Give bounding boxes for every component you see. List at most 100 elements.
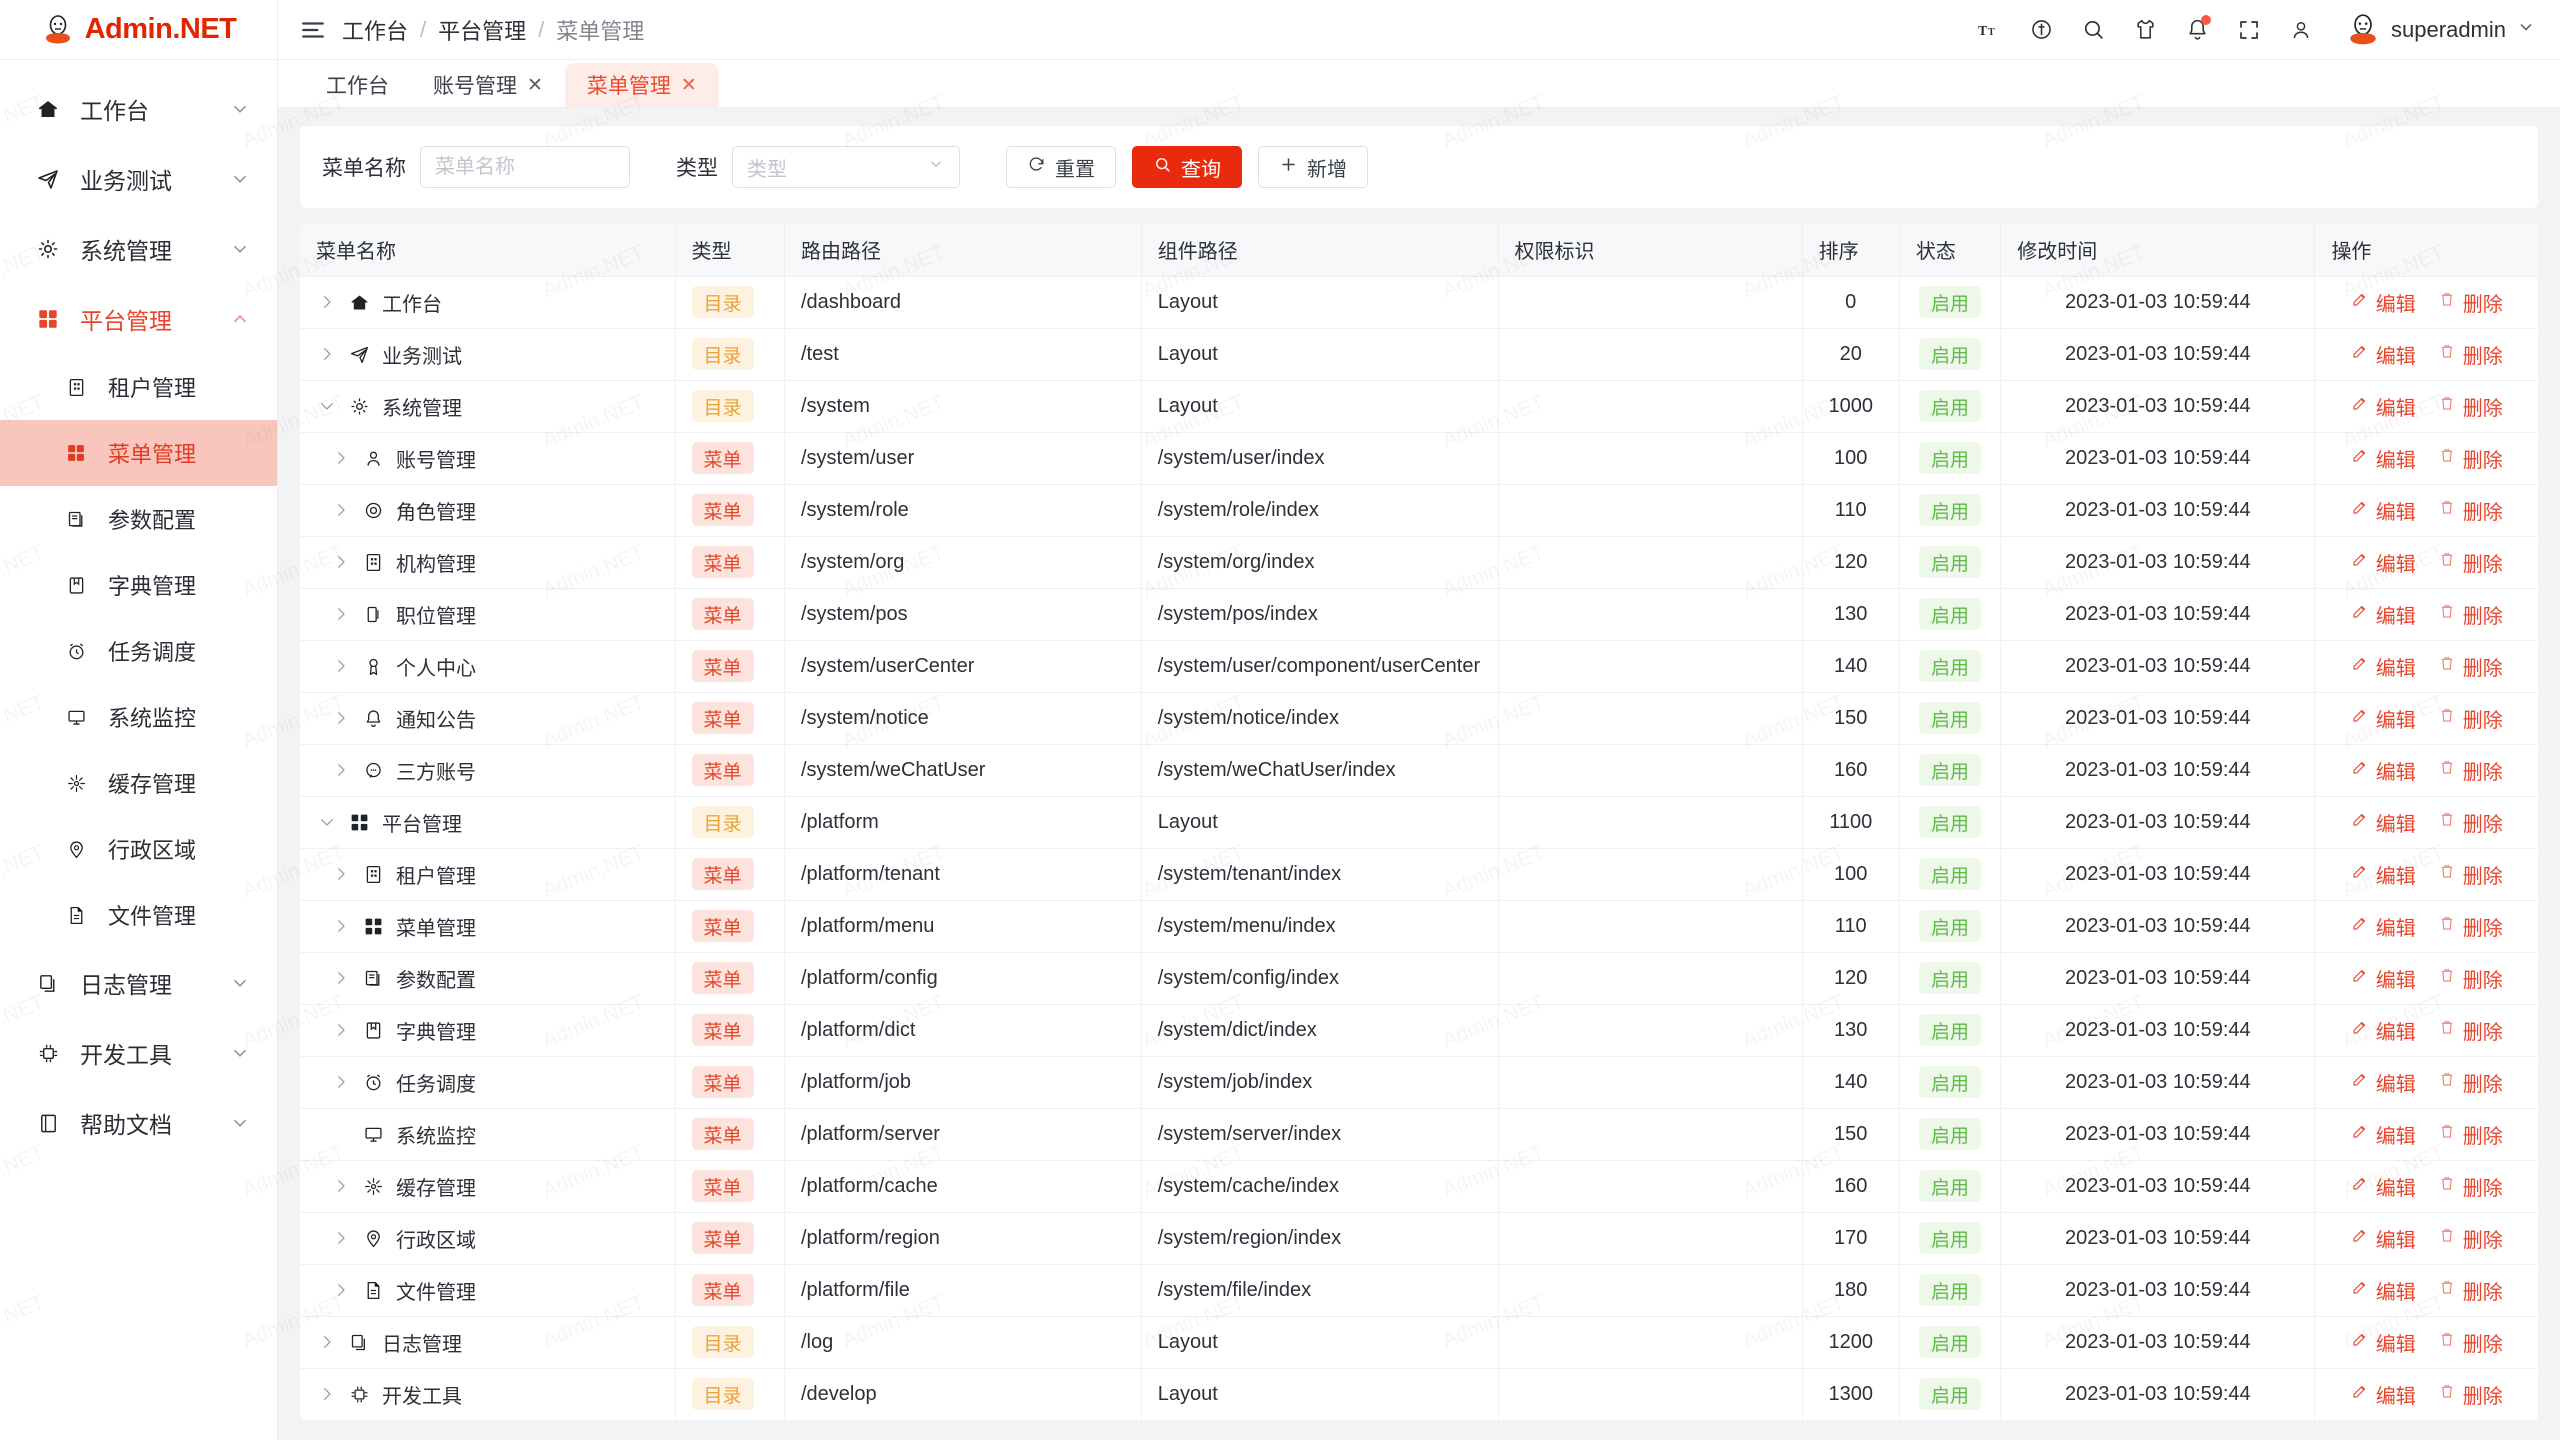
table-row[interactable]: 日志管理 目录/log Layout 1200 启用 2023-01-03 10:59:4… [300, 1316, 2538, 1369]
delete-action[interactable]: 删除 [2438, 808, 2503, 837]
tree-toggle-icon[interactable] [330, 969, 352, 987]
close-icon[interactable]: ✕ [680, 74, 697, 96]
table-row[interactable]: 账号管理 菜单/system/user/system/user/index 100 启… [300, 432, 2538, 485]
edit-action[interactable]: 编辑 [2351, 340, 2416, 369]
sidebar-item-字典管理[interactable]: 字典管理 [0, 552, 277, 618]
table-row[interactable]: 行政区域 菜单/platform/region/system/region/ind… [300, 1212, 2538, 1265]
table-row[interactable]: 三方账号 菜单/system/weChatUser/system/weChatUs… [300, 744, 2538, 797]
fullscreen-icon[interactable] [2227, 8, 2271, 52]
delete-action[interactable]: 删除 [2438, 1276, 2503, 1305]
sidebar-item-业务测试[interactable]: 业务测试 [0, 144, 277, 214]
tree-toggle-icon[interactable] [330, 449, 352, 467]
delete-action[interactable]: 删除 [2438, 340, 2503, 369]
delete-action[interactable]: 删除 [2438, 496, 2503, 525]
tree-toggle-icon[interactable] [316, 1333, 338, 1351]
table-row[interactable]: 文件管理 菜单/platform/file/system/file/index 18… [300, 1264, 2538, 1317]
edit-action[interactable]: 编辑 [2351, 1224, 2416, 1253]
table-row[interactable]: 参数配置 菜单/platform/config/system/config/ind… [300, 952, 2538, 1005]
sidebar-item-菜单管理[interactable]: 菜单管理 [0, 420, 277, 486]
sidebar-item-开发工具[interactable]: 开发工具 [0, 1018, 277, 1088]
tree-toggle-icon[interactable] [330, 1021, 352, 1039]
delete-action[interactable]: 删除 [2438, 1016, 2503, 1045]
table-row[interactable]: 工作台 目录/dashboard Layout 0 启用 2023-01-03 10:59… [300, 276, 2538, 329]
edit-action[interactable]: 编辑 [2351, 704, 2416, 733]
sidebar-item-行政区域[interactable]: 行政区域 [0, 816, 277, 882]
table-row[interactable]: 系统管理 目录/system Layout 1000 启用 2023-01-03 10:5… [300, 380, 2538, 433]
table-row[interactable]: 职位管理 菜单/system/pos/system/pos/index 130 启用 2… [300, 588, 2538, 641]
type-select[interactable]: 类型 [732, 146, 960, 188]
edit-action[interactable]: 编辑 [2351, 496, 2416, 525]
delete-action[interactable]: 删除 [2438, 756, 2503, 785]
table-row[interactable]: 机构管理 菜单/system/org/system/org/index 120 启用 2… [300, 536, 2538, 589]
edit-action[interactable]: 编辑 [2351, 1016, 2416, 1045]
user-menu[interactable]: superadmin [2345, 12, 2536, 48]
theme-icon[interactable] [2123, 8, 2167, 52]
breadcrumb-item-1[interactable]: 平台管理 [438, 18, 527, 44]
edit-action[interactable]: 编辑 [2351, 1172, 2416, 1201]
sidebar-item-日志管理[interactable]: 日志管理 [0, 948, 277, 1018]
sidebar-item-任务调度[interactable]: 任务调度 [0, 618, 277, 684]
tree-toggle-icon[interactable] [330, 657, 352, 675]
delete-action[interactable]: 删除 [2438, 912, 2503, 941]
delete-action[interactable]: 删除 [2438, 600, 2503, 629]
edit-action[interactable]: 编辑 [2351, 808, 2416, 837]
table-row[interactable]: 通知公告 菜单/system/notice/system/notice/index… [300, 692, 2538, 745]
language-icon[interactable] [2019, 8, 2063, 52]
edit-action[interactable]: 编辑 [2351, 548, 2416, 577]
edit-action[interactable]: 编辑 [2351, 1380, 2416, 1409]
delete-action[interactable]: 删除 [2438, 1224, 2503, 1253]
sidebar-item-租户管理[interactable]: 租户管理 [0, 354, 277, 420]
tree-toggle-icon[interactable] [330, 501, 352, 519]
notification-bell-icon[interactable] [2175, 8, 2219, 52]
edit-action[interactable]: 编辑 [2351, 444, 2416, 473]
tree-toggle-icon[interactable] [330, 709, 352, 727]
tree-toggle-icon[interactable] [330, 1281, 352, 1299]
table-row[interactable]: 租户管理 菜单/platform/tenant/system/tenant/ind… [300, 848, 2538, 901]
edit-action[interactable]: 编辑 [2351, 392, 2416, 421]
table-row[interactable]: 角色管理 菜单/system/role/system/role/index 110 启… [300, 484, 2538, 537]
delete-action[interactable]: 删除 [2438, 548, 2503, 577]
query-button[interactable]: 查询 [1132, 146, 1242, 188]
table-row[interactable]: 任务调度 菜单/platform/job/system/job/index 140 启… [300, 1056, 2538, 1109]
reset-button[interactable]: 重置 [1006, 146, 1116, 188]
tree-toggle-icon[interactable] [330, 761, 352, 779]
tree-toggle-icon[interactable] [330, 1073, 352, 1091]
sidebar-item-工作台[interactable]: 工作台 [0, 74, 277, 144]
tree-toggle-icon[interactable] [330, 553, 352, 571]
add-button[interactable]: 新增 [1258, 146, 1368, 188]
tree-toggle-icon[interactable] [330, 865, 352, 883]
edit-action[interactable]: 编辑 [2351, 1276, 2416, 1305]
delete-action[interactable]: 删除 [2438, 860, 2503, 889]
tree-toggle-icon[interactable] [330, 605, 352, 623]
edit-action[interactable]: 编辑 [2351, 912, 2416, 941]
menu-name-input[interactable] [420, 146, 630, 188]
edit-action[interactable]: 编辑 [2351, 1328, 2416, 1357]
sidebar-item-文件管理[interactable]: 文件管理 [0, 882, 277, 948]
edit-action[interactable]: 编辑 [2351, 1068, 2416, 1097]
edit-action[interactable]: 编辑 [2351, 600, 2416, 629]
delete-action[interactable]: 删除 [2438, 1120, 2503, 1149]
sidebar-item-帮助文档[interactable]: 帮助文档 [0, 1088, 277, 1158]
delete-action[interactable]: 删除 [2438, 288, 2503, 317]
edit-action[interactable]: 编辑 [2351, 860, 2416, 889]
tree-toggle-icon[interactable] [330, 1229, 352, 1247]
edit-action[interactable]: 编辑 [2351, 1120, 2416, 1149]
delete-action[interactable]: 删除 [2438, 1068, 2503, 1097]
search-icon[interactable] [2071, 8, 2115, 52]
delete-action[interactable]: 删除 [2438, 1172, 2503, 1201]
tab-菜单管理[interactable]: 菜单管理 ✕ [564, 63, 719, 107]
brand-logo[interactable]: Admin.NET [0, 0, 277, 60]
table-row[interactable]: 字典管理 菜单/platform/dict/system/dict/index 13… [300, 1004, 2538, 1057]
delete-action[interactable]: 删除 [2438, 444, 2503, 473]
edit-action[interactable]: 编辑 [2351, 652, 2416, 681]
delete-action[interactable]: 删除 [2438, 1328, 2503, 1357]
sidebar-item-系统管理[interactable]: 系统管理 [0, 214, 277, 284]
edit-action[interactable]: 编辑 [2351, 756, 2416, 785]
tab-工作台[interactable]: 工作台 [304, 63, 411, 107]
tree-toggle-icon[interactable] [330, 917, 352, 935]
tree-toggle-icon[interactable] [316, 1385, 338, 1403]
edit-action[interactable]: 编辑 [2351, 288, 2416, 317]
hamburger-icon[interactable] [300, 17, 326, 43]
tree-toggle-icon[interactable] [316, 345, 338, 363]
